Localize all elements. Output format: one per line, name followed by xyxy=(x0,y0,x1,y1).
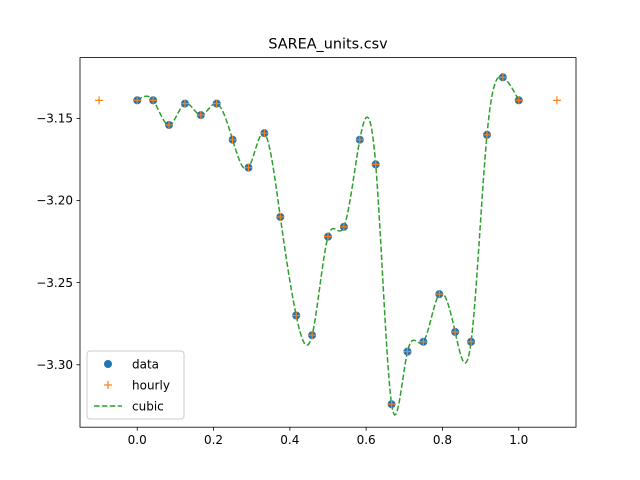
hourly-point xyxy=(403,347,412,356)
hourly-point xyxy=(95,96,104,105)
chart-title: SAREA_units.csv xyxy=(268,37,388,53)
y-tick-label: −3.15 xyxy=(36,112,73,126)
x-tick-label: 0.6 xyxy=(357,433,376,447)
legend-data-marker xyxy=(104,360,112,368)
hourly-point xyxy=(276,212,285,221)
hourly-point xyxy=(467,337,476,346)
hourly-point xyxy=(339,222,348,231)
hourly-point xyxy=(482,130,491,139)
legend-data-label: data xyxy=(132,358,159,372)
hourly-point xyxy=(387,400,396,409)
hourly-point xyxy=(212,99,221,108)
hourly-point xyxy=(308,331,317,340)
plot-area xyxy=(95,73,561,416)
hourly-point xyxy=(149,96,158,105)
hourly-point xyxy=(435,290,444,299)
hourly-point xyxy=(244,163,253,172)
legend-hourly-marker xyxy=(104,381,112,389)
hourly-point xyxy=(371,160,380,169)
hourly-point xyxy=(419,337,428,346)
legend-hourly-label: hourly xyxy=(132,379,170,393)
x-tick-label: 0.2 xyxy=(204,433,223,447)
hourly-point xyxy=(196,111,205,120)
x-axis: 0.0 0.2 0.4 0.6 0.8 1.0 xyxy=(128,427,528,447)
hourly-point xyxy=(498,73,507,82)
x-tick-label: 1.0 xyxy=(509,433,528,447)
axes-frame xyxy=(79,57,577,428)
hourly-point xyxy=(180,99,189,108)
y-axis: −3.15 −3.20 −3.25 −3.30 xyxy=(36,112,80,372)
hourly-point xyxy=(228,135,237,144)
hourly-point xyxy=(552,96,561,105)
hourly-point xyxy=(451,327,460,336)
hourly-point xyxy=(292,311,301,320)
y-tick-label: −3.25 xyxy=(36,276,73,290)
legend-cubic-label: cubic xyxy=(132,400,164,414)
legend-box xyxy=(86,350,185,420)
hourly-point xyxy=(165,120,174,129)
hourly-point xyxy=(514,96,523,105)
legend: data hourly cubic xyxy=(86,350,185,420)
hourly-point xyxy=(324,232,332,241)
x-tick-label: 0.0 xyxy=(128,433,147,447)
hourly-point xyxy=(260,129,269,138)
y-tick-label: −3.30 xyxy=(36,358,73,372)
hourly-point xyxy=(133,96,142,105)
hourly-point xyxy=(355,135,364,144)
y-tick-label: −3.20 xyxy=(36,194,73,208)
x-tick-label: 0.4 xyxy=(280,433,299,447)
x-tick-label: 0.8 xyxy=(433,433,452,447)
